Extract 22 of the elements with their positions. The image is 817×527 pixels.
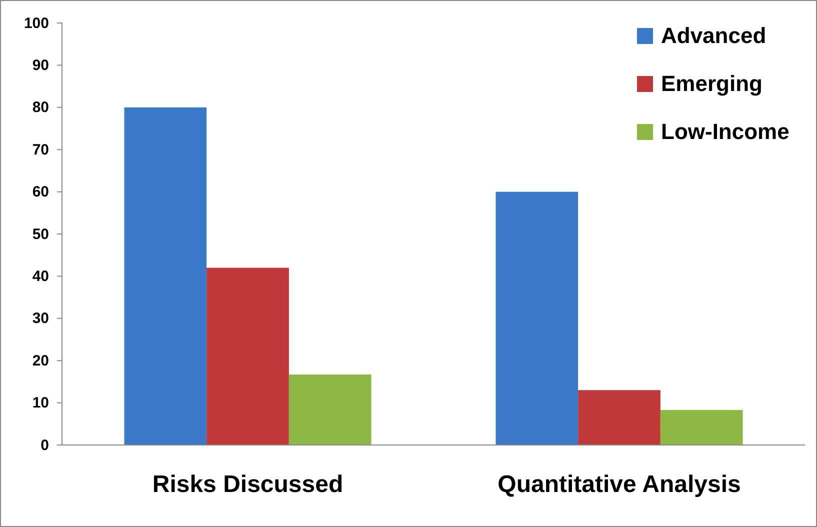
y-tick-label: 20 (32, 352, 49, 370)
x-tick-label: Risks Discussed (152, 471, 344, 498)
y-tick-label: 10 (32, 394, 49, 412)
y-tick-label: 60 (32, 184, 49, 201)
bar (660, 410, 743, 445)
legend-label: Emerging (661, 71, 762, 96)
y-tick-label: 30 (32, 310, 49, 328)
x-tick-label: Quantitative Analysis (498, 471, 741, 498)
y-tick-label: 80 (32, 99, 49, 116)
y-tick-label: 70 (32, 141, 49, 158)
y-tick-label: 50 (32, 226, 49, 243)
bar (206, 268, 289, 445)
y-tick-label: 90 (32, 57, 49, 74)
bar (288, 374, 372, 445)
y-tick-label: 0 (40, 436, 49, 454)
y-tick-label: 40 (32, 268, 49, 285)
y-tick-label: 100 (24, 14, 49, 32)
bar (124, 107, 207, 445)
bar (496, 192, 578, 445)
legend-label: Low-Income (661, 119, 790, 144)
legend-label: Advanced (661, 23, 766, 48)
bar (578, 390, 660, 445)
